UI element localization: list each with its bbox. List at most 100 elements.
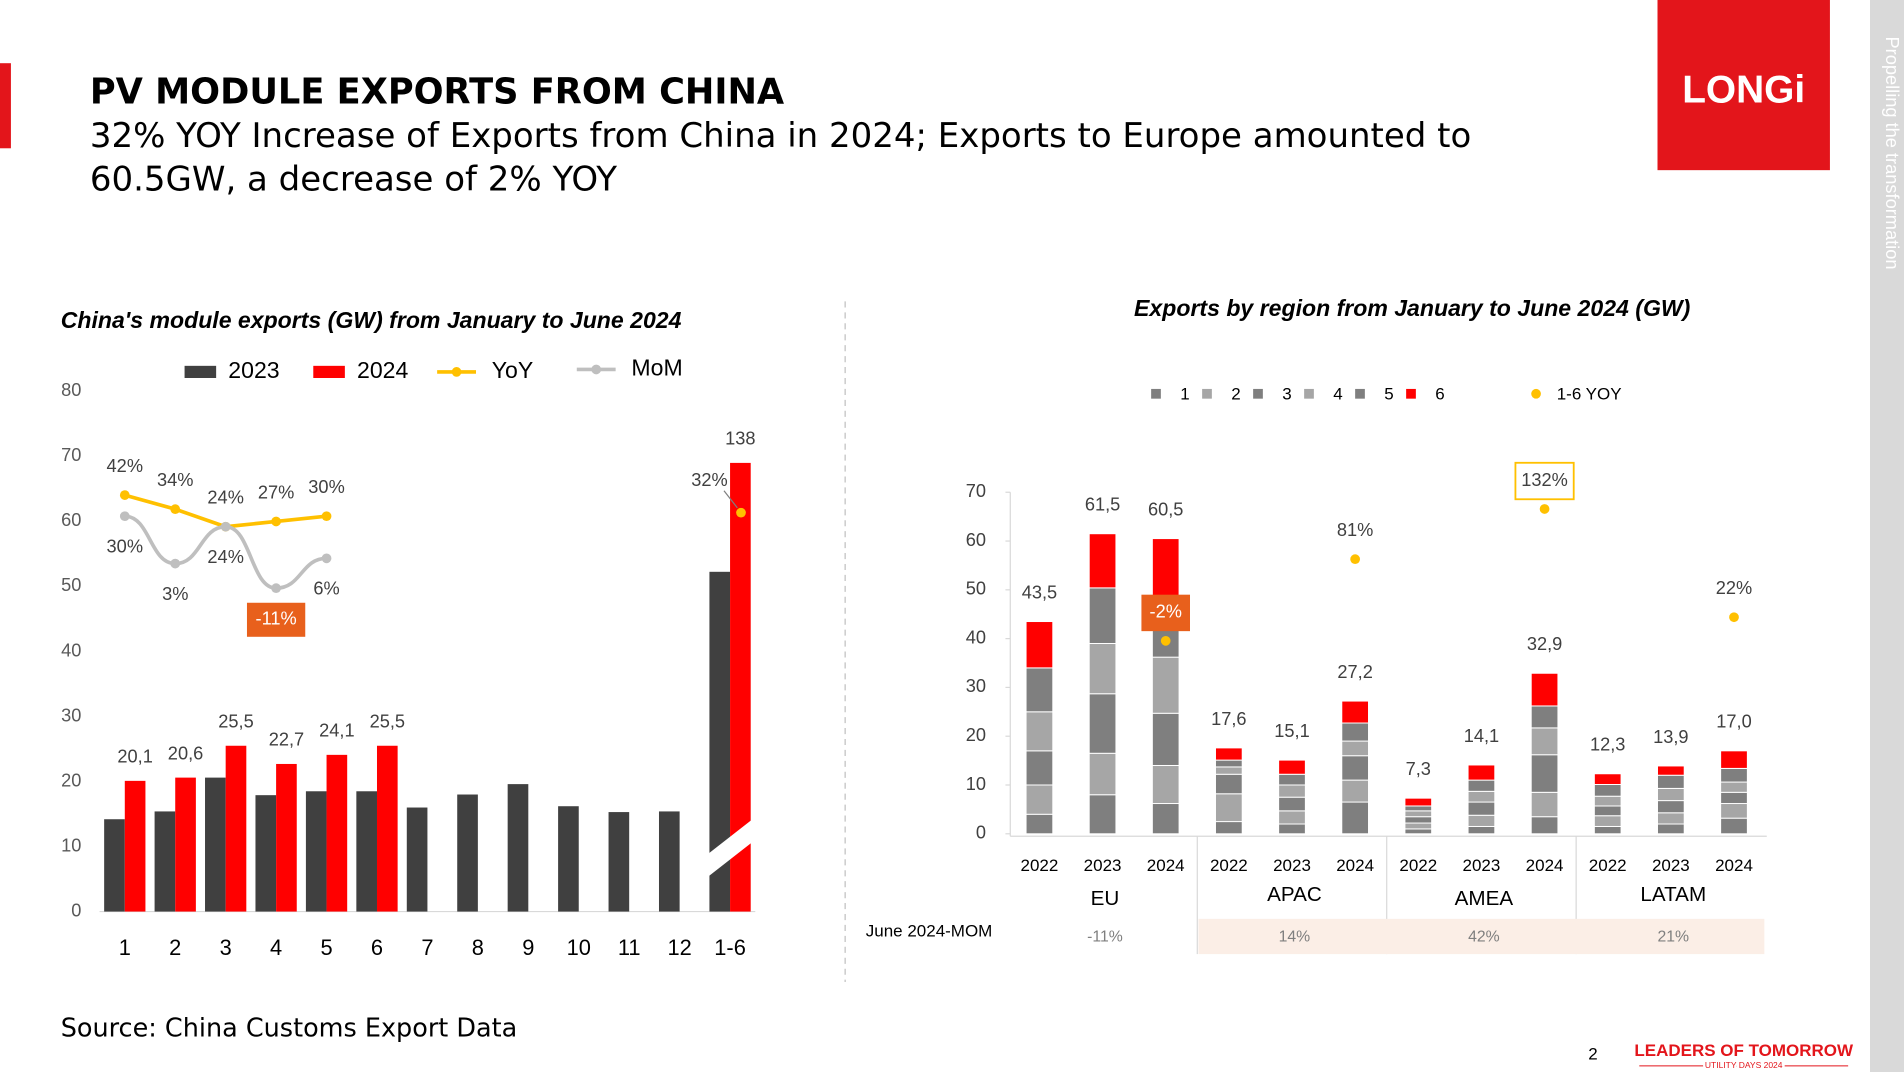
bar [154, 811, 176, 912]
x-tick-label: 1-6 [714, 935, 746, 960]
y-tick-label: 20 [61, 770, 81, 790]
bar-segment [1151, 656, 1180, 714]
bar [658, 811, 680, 912]
bar-segment [1657, 812, 1685, 825]
bar-segment [1530, 672, 1559, 707]
bar-segment [1088, 693, 1117, 754]
bar-segment [1151, 803, 1180, 835]
x-tick-label: 1 [119, 935, 131, 960]
bar-segment [1720, 791, 1748, 805]
bar [104, 819, 125, 912]
total-label: 43,5 [1022, 582, 1057, 602]
bar [225, 745, 247, 912]
bar-segment [1720, 781, 1748, 793]
data-label: 30% [308, 477, 344, 497]
bar-segment [1657, 823, 1685, 835]
bar-segment [1467, 825, 1496, 835]
x-tick-label: 2023 [1084, 856, 1122, 875]
y-tick-label: 30 [966, 676, 986, 696]
group-label: EU [1091, 887, 1120, 910]
data-label: 132% [1521, 470, 1568, 490]
mom-row-label: June 2024-MOM [866, 922, 993, 941]
bar-segment [1215, 773, 1243, 795]
x-tick-label: 8 [472, 935, 484, 960]
x-tick-label: 12 [667, 935, 691, 960]
bar-segment [1404, 828, 1433, 835]
legend-label: 2023 [228, 357, 279, 383]
bar-segment [1720, 750, 1748, 769]
legend-swatch [1406, 388, 1416, 399]
mom-value: 42% [1468, 928, 1500, 945]
group-label: AMEA [1455, 887, 1514, 910]
legend-label: 3 [1282, 384, 1291, 403]
bar-segment [1404, 822, 1433, 830]
bar-segment [1467, 801, 1496, 816]
total-label: 13,9 [1653, 727, 1688, 747]
yoy-point [1350, 554, 1360, 565]
legend-swatch [184, 365, 217, 378]
bar-segment [1593, 784, 1622, 797]
legend-swatch [313, 365, 345, 378]
y-tick-label: 10 [61, 835, 81, 855]
slide-title: PV MODULE EXPORTS FROM CHINA [90, 72, 785, 113]
x-tick-label: 9 [522, 935, 534, 960]
side-text: Propelling the transformation [1882, 36, 1902, 269]
bar-segment [1530, 791, 1559, 818]
mom-value: 21% [1657, 928, 1689, 945]
bar [406, 807, 428, 912]
line-point [170, 558, 181, 569]
x-tick-label: 6 [371, 935, 383, 960]
data-label: 138 [725, 429, 755, 449]
data-label: -11% [256, 609, 297, 629]
bar-segment [1404, 805, 1433, 812]
mom-value: 14% [1279, 928, 1311, 945]
bar-segment [1025, 667, 1054, 713]
bar [326, 754, 348, 912]
x-tick-label: 2 [169, 935, 181, 960]
bar-segment [1278, 823, 1306, 835]
bar-segment [1088, 643, 1117, 695]
x-tick-label: 2022 [1399, 856, 1437, 875]
source: Source: China Customs Export Data [61, 1013, 518, 1043]
total-label: 60,5 [1148, 499, 1183, 519]
data-label: 30% [107, 537, 143, 557]
y-tick-label: 60 [61, 510, 81, 530]
label-box [1141, 594, 1190, 632]
slide-subtitle: 60.5GW, a decrease of 2% YOY [90, 160, 617, 200]
data-label: 25,5 [218, 711, 253, 731]
bar-segment [1341, 700, 1369, 724]
bar-segment [1720, 767, 1748, 783]
data-label: 42% [107, 456, 143, 476]
label-box [246, 602, 306, 637]
label-box [1514, 461, 1575, 501]
y-tick-label: 40 [966, 627, 986, 647]
legend-swatch [1253, 388, 1263, 399]
bar-segment [1720, 817, 1748, 835]
x-tick-label: 2023 [1652, 856, 1690, 875]
x-tick-label: 3 [220, 935, 232, 960]
bar-segment [1341, 722, 1369, 742]
yoy-point [1160, 636, 1171, 646]
bar [730, 462, 751, 912]
line-point [736, 507, 746, 518]
legend-swatch [591, 364, 602, 375]
page-number: 2 [1588, 1044, 1597, 1063]
group-label: APAC [1267, 883, 1322, 906]
x-tick-label: 2022 [1210, 856, 1248, 875]
bar [376, 745, 398, 912]
bar-segment [1404, 797, 1433, 807]
line-point [271, 583, 281, 594]
bar-segment [1341, 779, 1369, 803]
bar-segment [1530, 727, 1559, 756]
bar [356, 791, 377, 912]
bar-segment [1530, 816, 1559, 835]
chart-title: Exports by region from January to June 2… [1134, 295, 1691, 321]
bar-segment [1657, 765, 1685, 776]
bar [457, 794, 478, 912]
bar-segment [1215, 759, 1243, 768]
bar-segment [1657, 774, 1685, 789]
legend-swatch [1531, 388, 1541, 399]
bar [175, 777, 196, 912]
legend-label: 1 [1180, 384, 1189, 403]
